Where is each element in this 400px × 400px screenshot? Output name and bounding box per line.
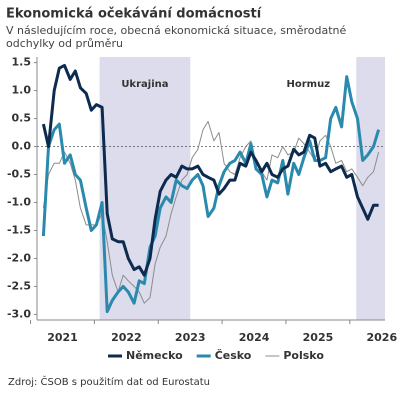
region-label: Hormuz: [287, 79, 331, 90]
y-tick-label: -3.0: [7, 307, 31, 320]
x-tick-label: 2026: [366, 331, 397, 344]
y-tick-label: -2.0: [7, 251, 31, 264]
x-tick-label: 2022: [111, 331, 142, 344]
y-tick-label: -2.5: [7, 279, 31, 292]
chart-title: Ekonomická očekávání domácností: [6, 7, 263, 22]
x-tick-label: 2024: [239, 331, 270, 344]
region-label: Ukrajina: [121, 79, 168, 90]
legend-label: Česko: [215, 349, 252, 362]
x-tick-label: 2023: [175, 331, 206, 344]
x-tick-label: 2025: [303, 331, 334, 344]
x-tick-label: 2021: [47, 331, 78, 344]
y-tick-label: -0.5: [7, 168, 31, 181]
subtitle-box: V následujícím roce, obecná ekonomická s…: [6, 24, 347, 50]
y-tick-label: 1.0: [12, 84, 32, 97]
y-tick-label: 0.5: [12, 112, 32, 125]
y-tick-label: 0.0: [12, 140, 32, 153]
y-tick-label: -1.0: [7, 195, 31, 208]
shaded-region: [356, 57, 385, 320]
y-tick-label: -1.5: [7, 223, 31, 236]
source: Zdroj: ČSOB s použitím dat od Eurostatu: [8, 375, 210, 388]
legend-label: Polsko: [283, 349, 324, 362]
y-tick-label: 1.5: [12, 56, 32, 69]
series-line: [41, 75, 381, 314]
chart-subtitle: V následujícím roce, obecná ekonomická s…: [6, 24, 347, 50]
series-line: [41, 63, 379, 277]
legend-label: Německo: [126, 349, 183, 362]
